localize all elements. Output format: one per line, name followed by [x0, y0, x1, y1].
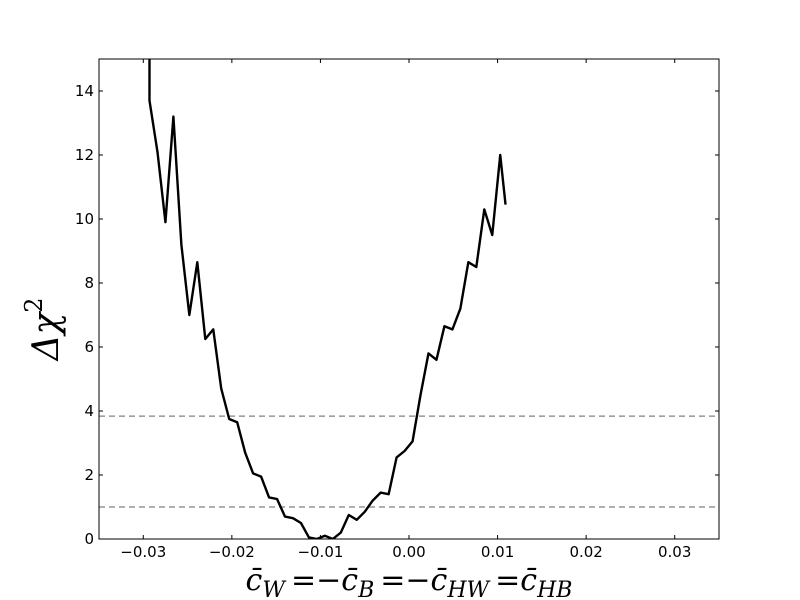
x-tick-label: 0.03: [658, 543, 691, 561]
y-tick-label: 6: [84, 338, 94, 356]
y-tick-label: 10: [75, 210, 94, 228]
x-tick-label: −0.02: [209, 543, 255, 561]
x-tick-label: −0.01: [297, 543, 343, 561]
x-tick-label: 0.02: [569, 543, 602, 561]
series-layer: [148, 59, 507, 539]
y-tick-label: 12: [75, 146, 94, 164]
x-tick-label: 0.01: [481, 543, 514, 561]
series-line-0: [148, 59, 507, 539]
tick-labels: −0.03 −0.02 −0.01 0.00 0.01 0.02 0.03 0 2 4 6 8 10 12…: [75, 82, 692, 561]
y-tick-label: 2: [84, 466, 94, 484]
y-tick-label: 14: [75, 82, 94, 100]
ticks: [99, 59, 719, 540]
x-tick-label: 0.00: [392, 543, 425, 561]
y-tick-label: 4: [84, 402, 94, 420]
y-tick-label: 0: [84, 530, 94, 548]
x-axis-label: c̄W =−c̄B =−c̄HW =c̄HB: [246, 563, 573, 600]
x-tick-label: −0.03: [120, 543, 166, 561]
y-axis-label: Δχ2: [20, 297, 67, 362]
reference-lines: [99, 415, 719, 508]
y-tick-label: 8: [84, 274, 94, 292]
